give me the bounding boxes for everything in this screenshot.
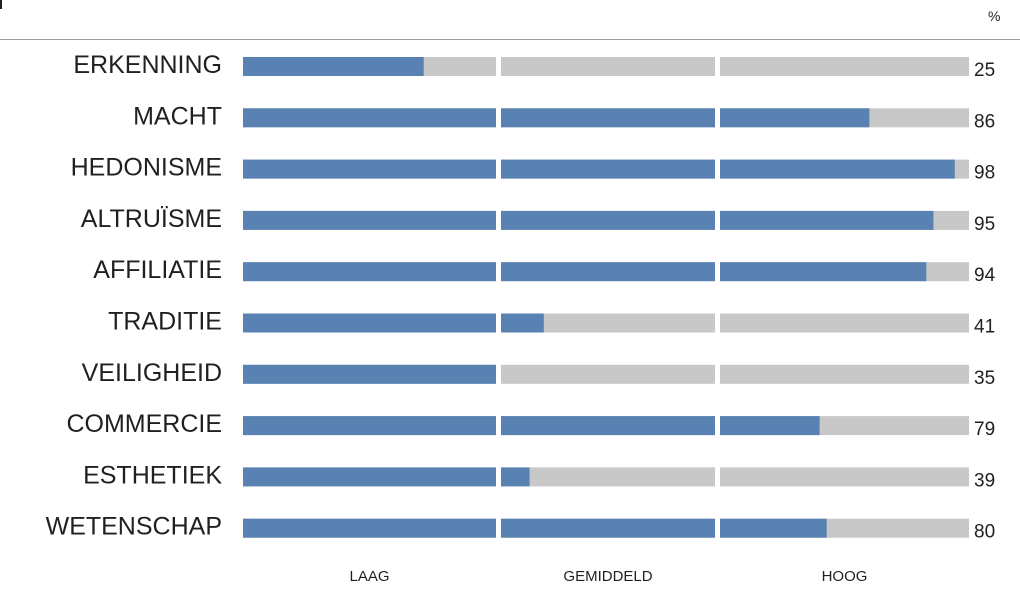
value-label: 95 [974, 214, 995, 235]
bar [243, 57, 424, 76]
bar [501, 159, 715, 179]
bar [243, 262, 496, 282]
header-rule [0, 39, 1020, 40]
bar [243, 416, 496, 436]
bar [720, 262, 927, 282]
band-label: LAAG [349, 568, 389, 585]
bar [501, 108, 715, 128]
category-label: TRADITIE [108, 308, 222, 336]
bar-row: ESTHETIEK 39 [83, 461, 995, 491]
bar-track [720, 364, 969, 384]
bar [501, 467, 530, 487]
bar-row: ERKENNING 25 [73, 51, 995, 81]
value-label: 80 [974, 522, 995, 543]
bar [501, 262, 715, 282]
bar-track [720, 57, 969, 76]
bar [243, 159, 496, 179]
bar-row: AFFILIATIE 94 [93, 256, 995, 286]
category-label: WETENSCHAP [46, 513, 222, 541]
band-labels: LAAG GEMIDDELD HOOG [349, 568, 867, 585]
category-label: COMMERCIE [66, 410, 222, 438]
category-label: MACHT [133, 102, 222, 130]
bar [501, 313, 544, 333]
bar-track [720, 467, 969, 487]
bar [501, 416, 715, 436]
category-label: AFFILIATIE [93, 256, 222, 284]
band-label: HOOG [822, 568, 868, 585]
category-label: HEDONISME [71, 154, 222, 182]
category-label: ALTRUÏSME [81, 205, 222, 233]
bar [501, 518, 715, 538]
value-label: 94 [974, 265, 996, 286]
bar-row: VEILIGHEID 35 [82, 359, 995, 389]
bar [720, 108, 870, 128]
corner-tick [0, 0, 2, 9]
bar-row: TRADITIE 41 [108, 308, 995, 338]
category-label: ERKENNING [73, 51, 222, 79]
bar-row: WETENSCHAP 80 [46, 513, 996, 543]
unit-label: % [988, 8, 1001, 24]
bar [243, 364, 496, 384]
bar-track [720, 313, 969, 333]
bar [243, 210, 496, 230]
bar-track [501, 364, 715, 384]
value-label: 25 [974, 60, 995, 81]
bar [243, 108, 496, 128]
bar-rows: ERKENNING 25 MACHT 86 HEDONISME 98 ALTRUÏSME 95… [46, 51, 996, 543]
category-label: ESTHETIEK [83, 461, 222, 489]
value-label: 98 [974, 163, 995, 184]
bar-row: COMMERCIE 79 [66, 410, 995, 440]
value-label: 86 [974, 111, 995, 132]
bar [501, 210, 715, 230]
bar-track [501, 57, 715, 76]
bar [720, 416, 820, 436]
bar-track [501, 467, 715, 487]
bar [720, 159, 955, 179]
band-label: GEMIDDELD [563, 568, 652, 585]
bar-row: MACHT 86 [133, 102, 995, 132]
bar-row: HEDONISME 98 [71, 154, 996, 184]
bar [720, 518, 827, 538]
value-label: 79 [974, 419, 995, 440]
value-label: 39 [974, 470, 995, 491]
bar-row: ALTRUÏSME 95 [81, 205, 995, 235]
bar [243, 467, 496, 487]
bar-track [501, 313, 715, 333]
category-label: VEILIGHEID [82, 359, 222, 387]
bar [243, 518, 496, 538]
value-label: 35 [974, 368, 995, 389]
bar [720, 210, 934, 230]
bar [243, 313, 496, 333]
value-label: 41 [974, 317, 995, 338]
